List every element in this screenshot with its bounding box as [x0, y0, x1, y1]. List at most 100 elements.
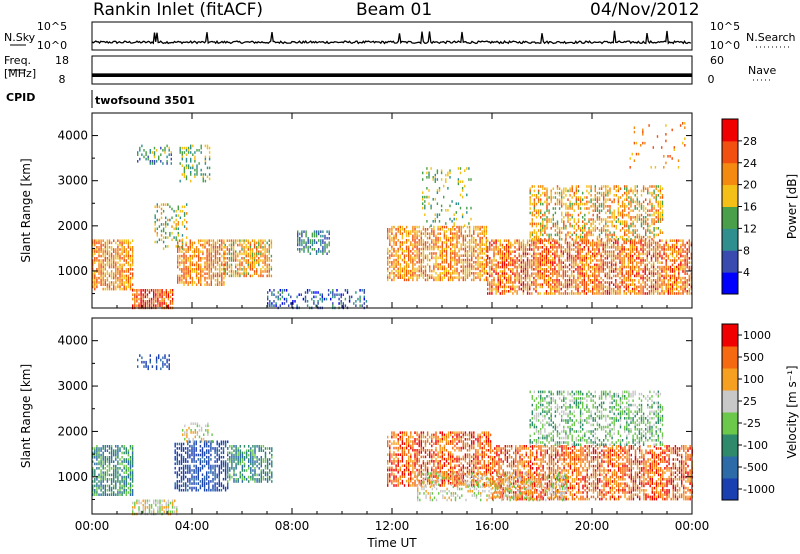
power-panel-cell: [503, 263, 506, 267]
power-panel-cell: [526, 272, 529, 275]
power-panel-cell: [435, 276, 437, 279]
power-panel-cell: [189, 272, 191, 275]
power-panel-cell: [535, 274, 537, 278]
power-panel-cell: [433, 245, 435, 249]
power-panel-cell: [663, 265, 665, 269]
power-panel-cell: [518, 274, 520, 278]
power-panel-cell: [673, 283, 676, 286]
power-panel-cell: [540, 198, 542, 201]
power-panel-cell: [558, 270, 560, 273]
power-panel-cell: [102, 263, 104, 267]
power-panel-cell: [588, 229, 590, 232]
power-panel-cell: [183, 225, 186, 228]
power-panel-cell: [647, 213, 649, 217]
power-panel-cell: [434, 178, 436, 181]
power-panel-cell: [167, 291, 170, 294]
power-panel-cell: [583, 283, 585, 286]
power-panel-cell: [214, 246, 217, 249]
power-panel-cell: [487, 239, 489, 242]
power-panel-cell: [431, 252, 433, 255]
power-panel-cell: [270, 239, 273, 242]
power-panel-cell: [638, 261, 640, 264]
power-panel-cell: [359, 300, 361, 303]
power-panel-cell: [110, 281, 113, 284]
power-panel-cell: [541, 259, 543, 262]
power-panel-cell: [273, 300, 275, 303]
power-panel-cell: [391, 269, 393, 273]
power-panel-cell: [412, 267, 414, 271]
power-panel-cell: [563, 202, 565, 206]
power-panel-cell: [632, 191, 634, 195]
power-panel-cell: [589, 279, 592, 282]
power-panel-cell: [214, 241, 217, 245]
power-panel-cell: [520, 263, 522, 267]
power-panel-cell: [554, 265, 556, 269]
power-panel-cell: [571, 185, 573, 188]
power-panel-cell: [644, 239, 646, 242]
power-panel-cell: [466, 234, 469, 238]
power-panel-cell: [115, 276, 117, 280]
power-panel-cell: [422, 256, 425, 260]
power-panel-cell: [432, 176, 434, 179]
power-panel-cell: [190, 166, 192, 170]
power-panel-cell: [429, 232, 431, 235]
power-panel-cell: [131, 239, 134, 242]
power-panel-cell: [665, 287, 667, 291]
power-panel-cell: [533, 279, 535, 282]
power-panel-cell: [619, 246, 621, 249]
power-panel-cell: [600, 257, 602, 260]
power-panel-cell: [535, 222, 538, 226]
power-panel-cell: [673, 246, 676, 249]
power-panel-cell: [249, 265, 252, 269]
power-panel-cell: [348, 300, 351, 303]
power-panel-cell: [505, 265, 508, 269]
power-panel-cell: [587, 248, 590, 251]
power-panel-cell: [603, 198, 605, 201]
power-panel-cell: [113, 250, 115, 253]
power-panel-cell: [646, 250, 648, 253]
power-panel-cell: [200, 272, 202, 275]
power-panel-cell: [121, 239, 123, 242]
power-panel-cell: [326, 243, 328, 247]
power-panel-cell: [462, 241, 464, 244]
power-panel-cell: [613, 268, 615, 271]
power-panel-cell: [468, 245, 471, 249]
power-panel-cell: [439, 252, 441, 255]
freq-panel-frame: [91, 55, 693, 85]
power-panel-cell: [183, 205, 186, 209]
power-panel-cell: [582, 227, 584, 230]
power-panel-cell: [405, 265, 408, 268]
power-panel-cell: [131, 259, 134, 262]
power-panel-cell: [412, 236, 414, 240]
power-panel-cell: [422, 178, 424, 181]
power-panel-cell: [594, 257, 596, 260]
power-panel-cell: [556, 263, 558, 267]
power-panel-cell: [501, 243, 504, 247]
power-panel-cell: [577, 290, 579, 293]
power-panel-cell: [562, 285, 564, 289]
power-panel-cell: [183, 276, 185, 280]
power-panel-cell: [575, 198, 578, 201]
power-panel-cell: [473, 278, 475, 282]
power-panel-cell: [121, 283, 123, 286]
power-panel-cell: [650, 248, 653, 251]
power-panel-cell: [479, 276, 481, 279]
power-panel-cell: [566, 287, 569, 291]
power-panel-cell: [655, 287, 657, 291]
power-panel-cell: [228, 252, 231, 256]
power-panel-cell: [125, 259, 127, 262]
power-panel-cell: [630, 200, 632, 204]
power-panel-cell: [171, 293, 174, 296]
power-panel-cell: [98, 265, 100, 269]
power-panel-cell: [212, 241, 215, 245]
power-panel-cell: [452, 252, 454, 255]
power-panel-cell: [464, 234, 467, 238]
power-panel-cell: [206, 265, 208, 269]
power-panel-cell: [447, 278, 450, 282]
power-panel-cell: [144, 293, 146, 296]
power-panel-cell: [102, 248, 104, 251]
power-panel-cell: [613, 233, 615, 237]
power-panel-cell: [123, 259, 125, 262]
power-panel-cell: [321, 293, 323, 296]
power-panel-cell: [477, 258, 479, 262]
